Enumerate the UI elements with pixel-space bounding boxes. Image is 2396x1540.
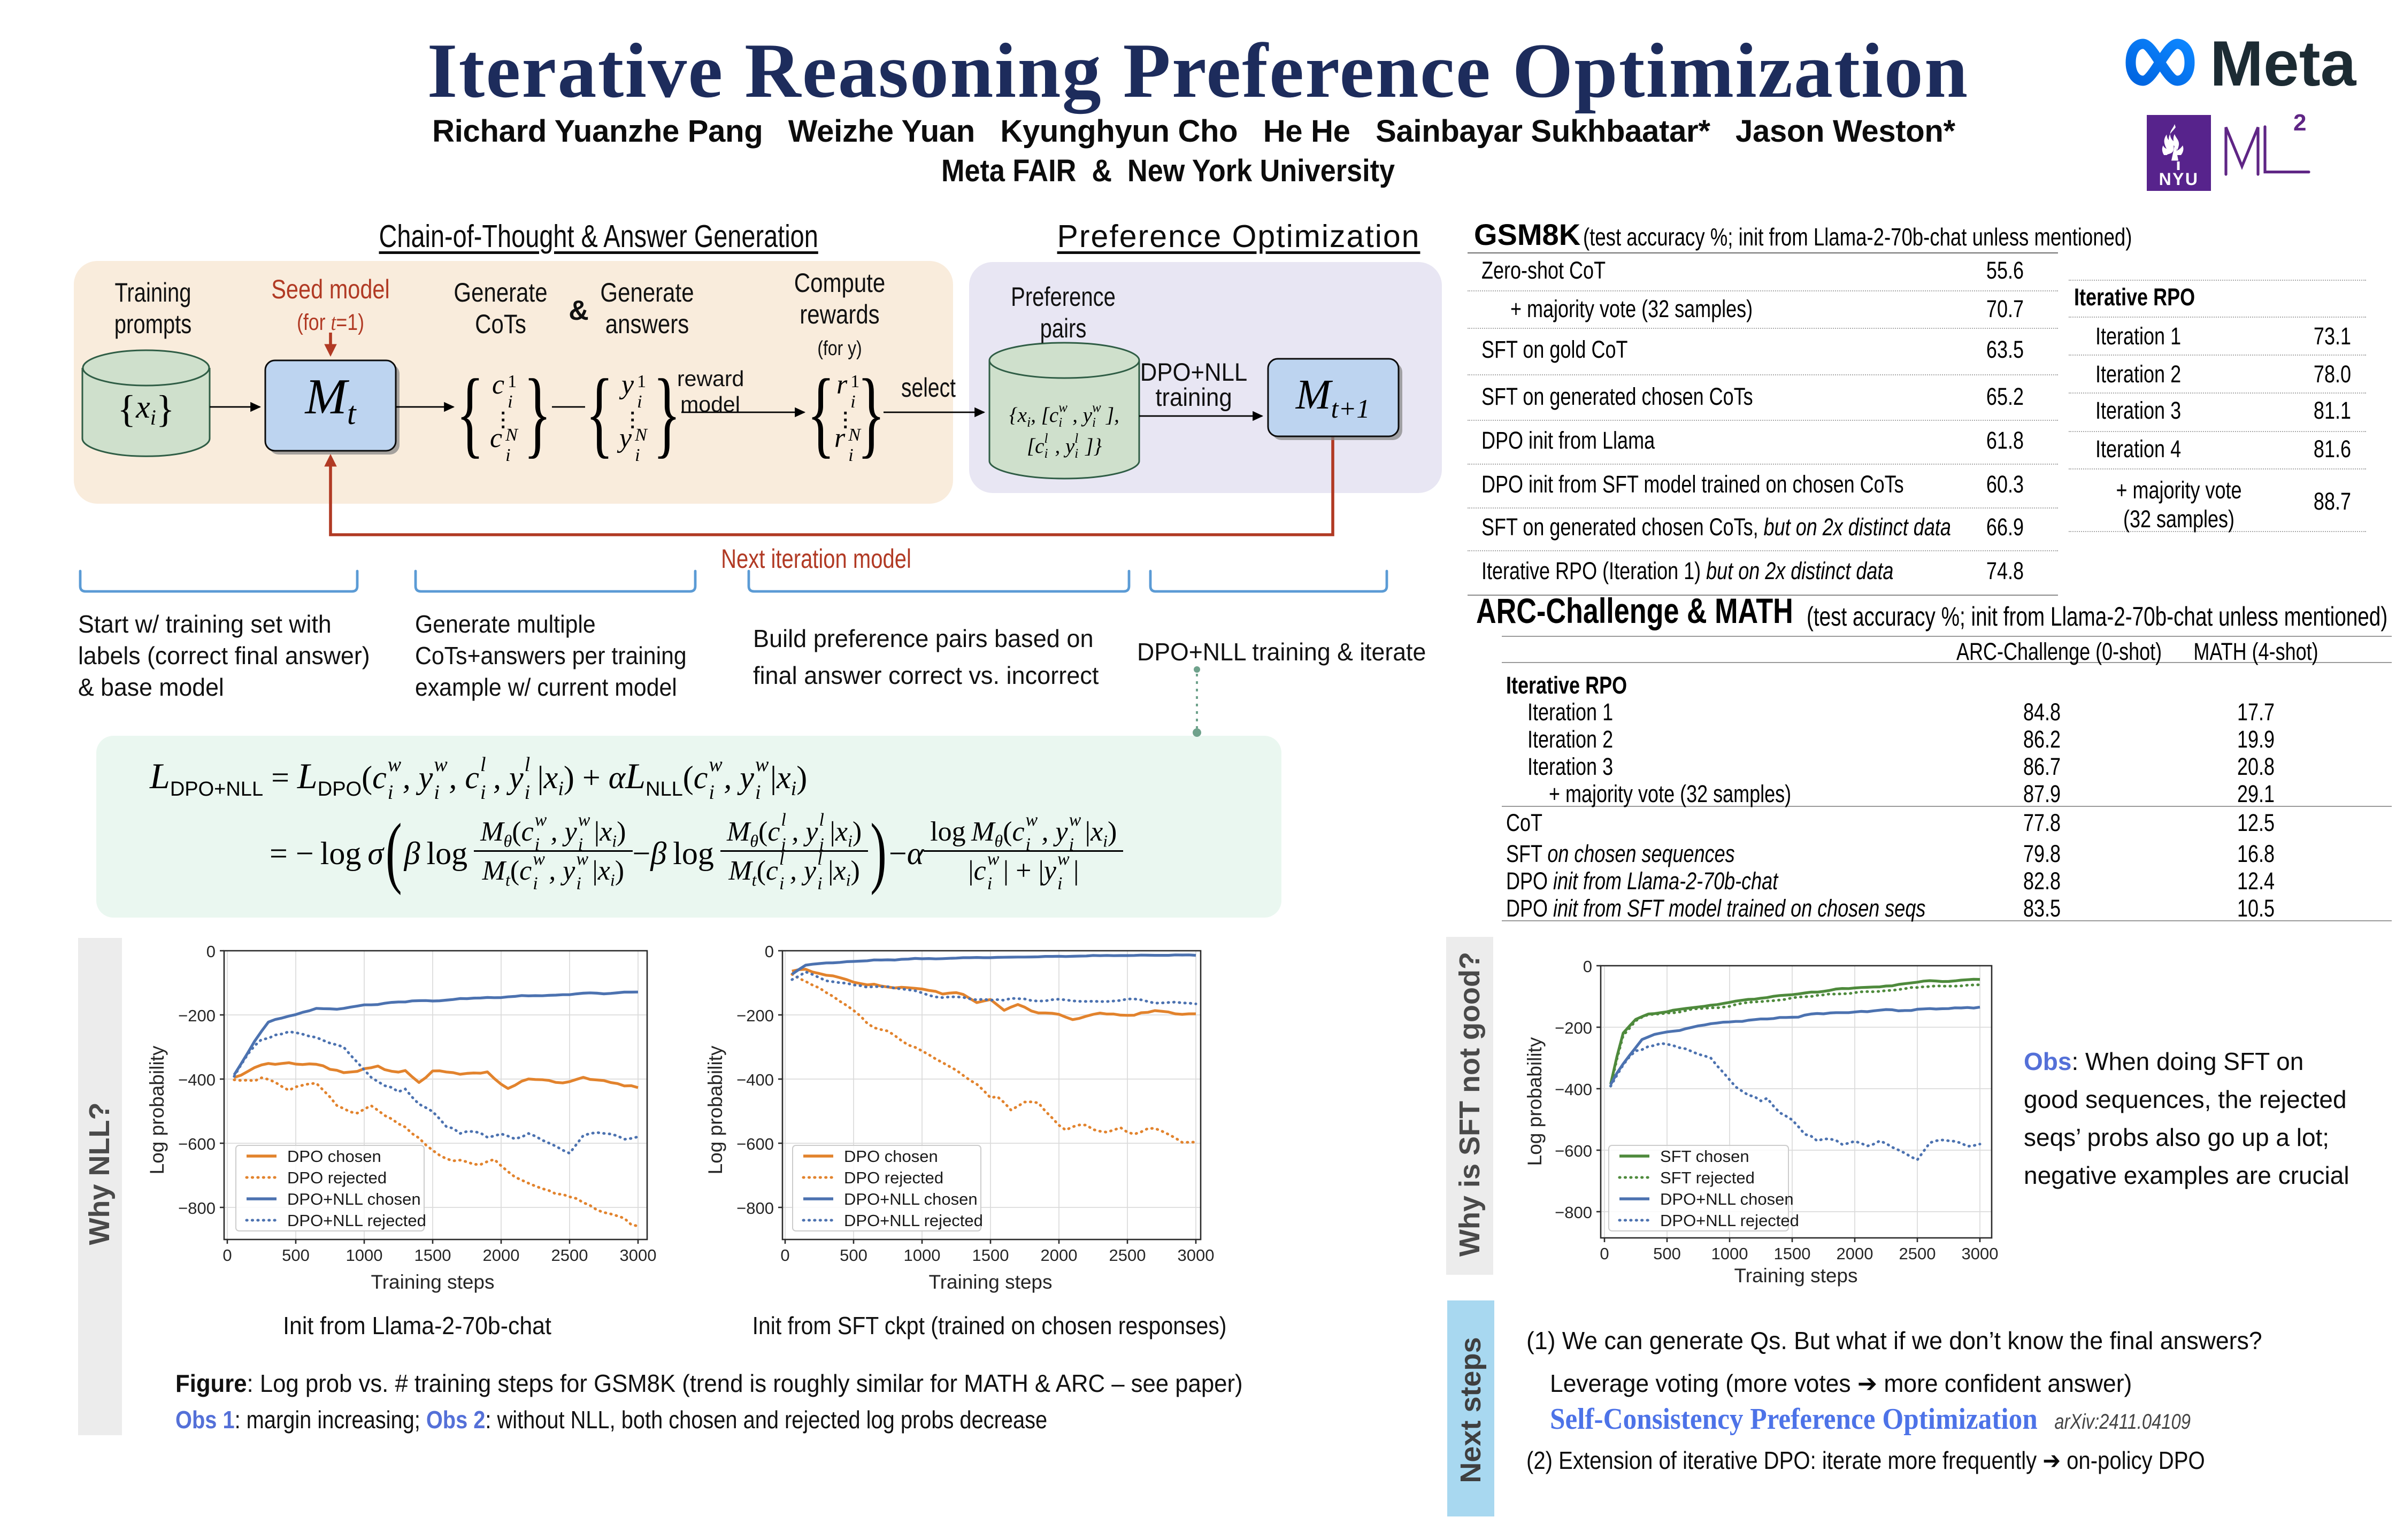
svg-text:Training steps: Training steps <box>928 1271 1052 1293</box>
svg-text:0: 0 <box>206 942 216 961</box>
svg-text:−800: −800 <box>178 1199 216 1218</box>
svg-text:DPO+NLL chosen: DPO+NLL chosen <box>844 1190 978 1208</box>
svg-text:Training steps: Training steps <box>1734 1265 1857 1287</box>
svg-text:−200: −200 <box>1555 1019 1592 1037</box>
svg-text:DPO chosen: DPO chosen <box>844 1147 938 1166</box>
svg-text:DPO rejected: DPO rejected <box>844 1168 943 1187</box>
svg-text:1000: 1000 <box>346 1246 383 1265</box>
svg-text:DPO+NLL rejected: DPO+NLL rejected <box>287 1211 426 1230</box>
svg-text:DPO+NLL rejected: DPO+NLL rejected <box>844 1211 983 1230</box>
svg-text:1500: 1500 <box>1774 1244 1811 1263</box>
svg-text:500: 500 <box>1653 1244 1681 1263</box>
svg-text:1500: 1500 <box>972 1246 1009 1265</box>
svg-text:2500: 2500 <box>1899 1244 1936 1263</box>
svg-text:−400: −400 <box>736 1071 774 1089</box>
svg-text:500: 500 <box>282 1246 310 1265</box>
svg-text:Log probability: Log probability <box>704 1045 726 1174</box>
svg-text:−400: −400 <box>1555 1080 1592 1099</box>
svg-text:1000: 1000 <box>1711 1244 1748 1263</box>
svg-text:−800: −800 <box>1555 1203 1592 1222</box>
svg-text:0: 0 <box>222 1246 232 1265</box>
svg-text:2000: 2000 <box>1041 1246 1078 1265</box>
svg-text:DPO chosen: DPO chosen <box>287 1147 381 1166</box>
svg-text:−600: −600 <box>178 1135 216 1153</box>
svg-text:2000: 2000 <box>1837 1244 1873 1263</box>
svg-text:Log probability: Log probability <box>1524 1037 1546 1166</box>
svg-text:3000: 3000 <box>620 1246 657 1265</box>
svg-text:3000: 3000 <box>1962 1244 1999 1263</box>
svg-text:−200: −200 <box>178 1006 216 1025</box>
svg-text:Log probability: Log probability <box>146 1045 168 1174</box>
svg-text:0: 0 <box>780 1246 789 1265</box>
svg-text:DPO rejected: DPO rejected <box>287 1168 387 1187</box>
svg-text:SFT rejected: SFT rejected <box>1660 1168 1755 1187</box>
svg-text:2500: 2500 <box>1109 1246 1146 1265</box>
svg-text:3000: 3000 <box>1178 1246 1215 1265</box>
svg-text:2500: 2500 <box>551 1246 588 1265</box>
svg-text:1000: 1000 <box>904 1246 941 1265</box>
svg-text:−800: −800 <box>736 1199 774 1218</box>
svg-text:SFT chosen: SFT chosen <box>1660 1147 1749 1166</box>
svg-text:DPO+NLL chosen: DPO+NLL chosen <box>287 1190 421 1208</box>
svg-text:Meta: Meta <box>2210 28 2357 99</box>
svg-text:−600: −600 <box>1555 1142 1592 1160</box>
svg-text:−400: −400 <box>178 1071 216 1089</box>
svg-text:Training steps: Training steps <box>371 1271 494 1293</box>
svg-text:1500: 1500 <box>414 1246 451 1265</box>
svg-text:−200: −200 <box>736 1006 774 1025</box>
svg-text:DPO+NLL chosen: DPO+NLL chosen <box>1660 1190 1794 1208</box>
svg-text:0: 0 <box>1583 957 1592 976</box>
svg-text:2000: 2000 <box>483 1246 520 1265</box>
svg-text:2: 2 <box>2293 110 2306 136</box>
svg-text:NYU: NYU <box>2159 170 2199 189</box>
svg-text:0: 0 <box>765 942 774 961</box>
svg-text:0: 0 <box>1600 1244 1609 1263</box>
svg-text:DPO+NLL rejected: DPO+NLL rejected <box>1660 1211 1799 1230</box>
svg-text:500: 500 <box>840 1246 867 1265</box>
svg-text:−600: −600 <box>736 1135 774 1153</box>
